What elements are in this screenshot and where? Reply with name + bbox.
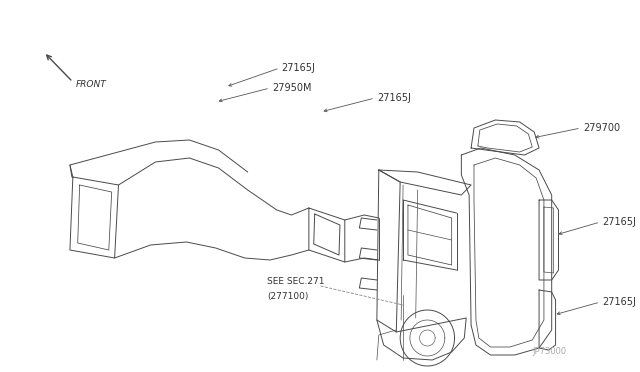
Text: FRONT: FRONT <box>76 80 106 89</box>
Text: 27950M: 27950M <box>272 83 312 93</box>
Text: 279700: 279700 <box>583 123 620 133</box>
Text: SEE SEC.271: SEE SEC.271 <box>267 278 324 286</box>
Text: 27165J: 27165J <box>602 297 636 307</box>
Text: 27165J: 27165J <box>377 93 411 103</box>
Text: 27165J: 27165J <box>602 217 636 227</box>
Text: (277100): (277100) <box>267 292 308 301</box>
Text: 27165J: 27165J <box>282 63 316 73</box>
Text: JP73000: JP73000 <box>532 347 566 356</box>
